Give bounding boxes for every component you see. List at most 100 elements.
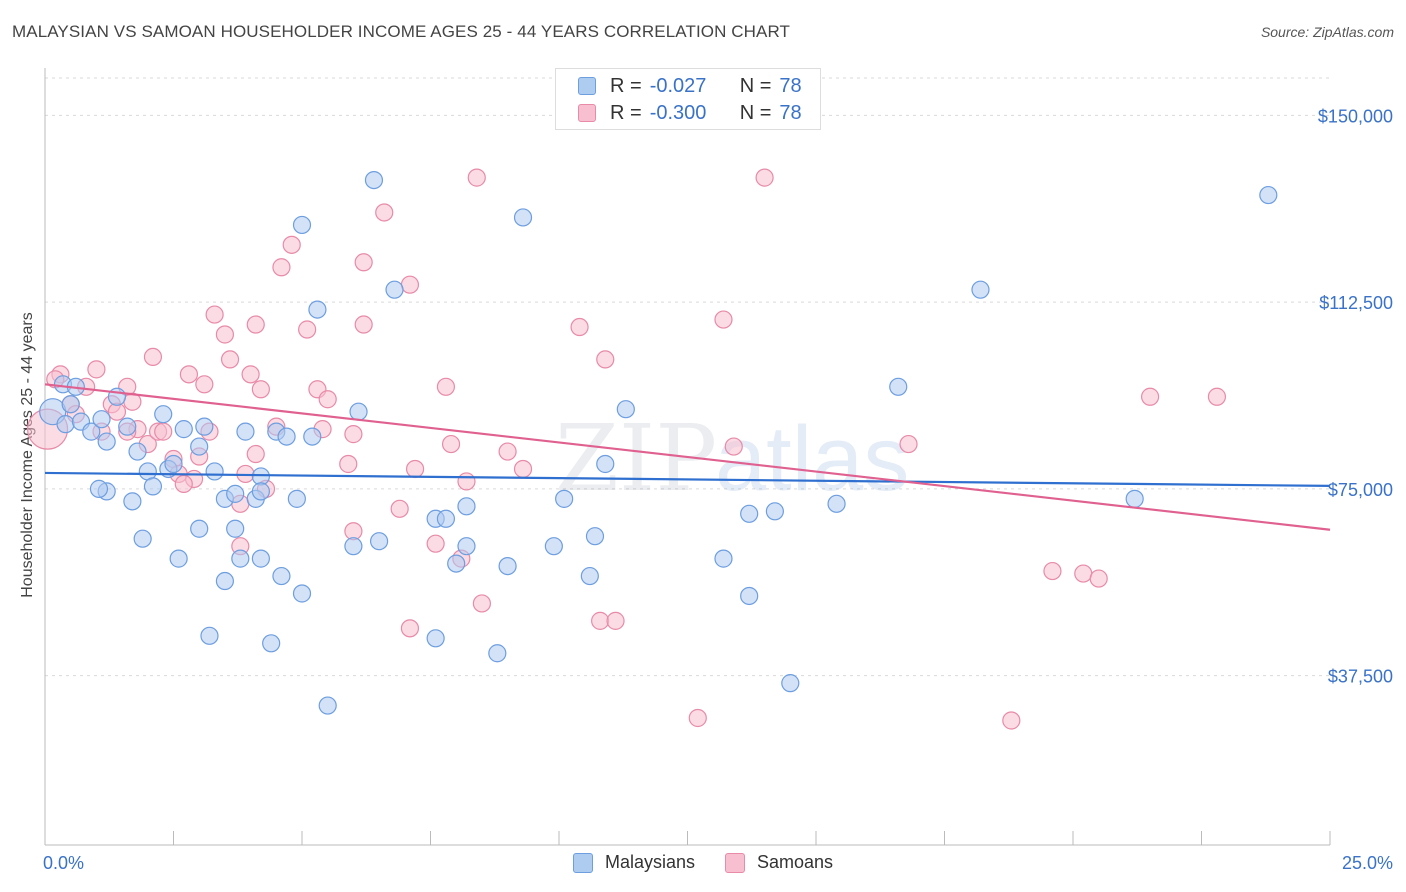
malaysian-point: [169, 549, 188, 568]
samoan-point: [1043, 561, 1062, 581]
malaysian-point: [303, 427, 322, 446]
malaysian-point: [349, 402, 368, 421]
samoan-point: [220, 350, 240, 369]
n-label: N =: [739, 74, 772, 97]
malaysian-point: [118, 417, 137, 436]
samoan-swatch: [578, 104, 596, 122]
malaysian-point: [226, 519, 245, 538]
malaysian-point: [231, 549, 250, 568]
watermark-atlas: atlas: [715, 408, 909, 510]
n-value: 78: [779, 74, 802, 97]
samoan-point: [298, 320, 317, 339]
malaysian-point: [544, 537, 563, 556]
malaysian-point: [277, 427, 296, 446]
samoan-point: [272, 258, 291, 277]
samoan-point: [1089, 569, 1108, 588]
malaysian-point: [889, 377, 908, 396]
samoan-point: [441, 434, 461, 454]
malaysian-point: [447, 554, 466, 573]
malaysian-point: [498, 556, 517, 576]
malaysian-point: [251, 482, 270, 501]
legend-row-malaysians: R = -0.027 N = 78: [578, 74, 802, 98]
samoan-point: [899, 434, 918, 454]
samoan-point: [436, 377, 456, 396]
samoan-point: [755, 168, 774, 187]
malaysian-point: [287, 489, 306, 508]
samoan-point: [591, 611, 610, 630]
samoan-point: [405, 459, 425, 479]
grid-lines: [45, 77, 1330, 677]
samoan-point: [174, 474, 193, 494]
samoan-point: [498, 442, 517, 461]
malaysian-point: [714, 549, 733, 568]
malaysian-legend-swatch: [572, 852, 593, 873]
samoan-point: [251, 380, 270, 399]
malaysian-point: [89, 479, 109, 498]
malaysian-point: [781, 674, 800, 693]
malaysian-point: [215, 571, 234, 591]
malaysian-point: [596, 454, 615, 474]
trend-lines: [44, 383, 1331, 531]
samoan-point: [215, 325, 234, 344]
malaysian-point: [292, 215, 312, 235]
malaysian-point: [226, 484, 245, 503]
n-value: 78: [779, 101, 802, 124]
samoan-point: [1207, 387, 1227, 406]
samoan-point: [246, 315, 265, 334]
samoan-point: [688, 708, 707, 728]
malaysian-point: [128, 442, 147, 461]
malaysian-point: [457, 537, 476, 556]
malaysian-point: [292, 584, 312, 603]
samoan-point: [241, 365, 260, 384]
malaysian-point: [308, 300, 327, 319]
samoan-point: [426, 534, 445, 553]
y-tick-label: $112,500: [1319, 293, 1393, 313]
samoan-trend-line: [44, 383, 1331, 531]
y-tick-label: $37,500: [1328, 667, 1393, 687]
samoan-point: [457, 472, 476, 491]
legend-item-samoans[interactable]: Samoans: [725, 852, 833, 873]
samoan-point: [570, 317, 589, 337]
malaysian-point: [61, 395, 80, 414]
samoan-point: [87, 360, 106, 379]
samoan-point: [354, 253, 373, 272]
zipatlas-watermark: ZIP atlas: [555, 405, 909, 512]
malaysian-point: [82, 422, 101, 441]
malaysian-point: [1125, 489, 1144, 508]
r-value: -0.300: [649, 101, 707, 124]
y-tick-label: $150,000: [1318, 106, 1393, 126]
legend-item-malaysians[interactable]: Malaysians: [572, 852, 695, 873]
malaysian-point: [364, 171, 384, 190]
samoan-point: [400, 619, 420, 638]
samoan-points: [26, 168, 1227, 730]
samoan-point: [344, 425, 363, 444]
malaysian-point: [190, 519, 209, 538]
legend-label-samoans: Samoans: [757, 852, 834, 872]
n-label: N =: [739, 101, 772, 124]
malaysian-point: [555, 489, 574, 508]
samoan-point: [596, 350, 615, 369]
x-tick-label-start: 0.0%: [43, 853, 84, 873]
samoan-point: [195, 375, 214, 394]
samoan-point: [606, 611, 625, 630]
tick-labels: $150,000 $112,500 $75,000 $37,500 0.0% 25.0%: [43, 106, 1393, 873]
malaysian-point: [971, 280, 990, 299]
malaysian-point: [827, 494, 846, 513]
malaysian-point: [92, 410, 111, 429]
malaysian-point: [740, 586, 759, 606]
watermark-zip: ZIP: [555, 405, 717, 512]
axes: [44, 68, 1331, 846]
legend-label-malaysians: Malaysians: [604, 852, 695, 872]
series-legend: Malaysians Samoans: [0, 852, 1406, 873]
r-label: R =: [610, 74, 642, 97]
samoan-point: [154, 422, 173, 441]
malaysian-trend-line: [44, 471, 1331, 488]
samoan-point: [714, 310, 733, 329]
malaysian-point: [123, 492, 142, 511]
malaysian-point: [740, 504, 759, 523]
malaysian-point: [262, 634, 281, 653]
samoan-point: [246, 444, 265, 464]
malaysian-point: [436, 509, 456, 528]
samoan-point: [205, 305, 224, 324]
